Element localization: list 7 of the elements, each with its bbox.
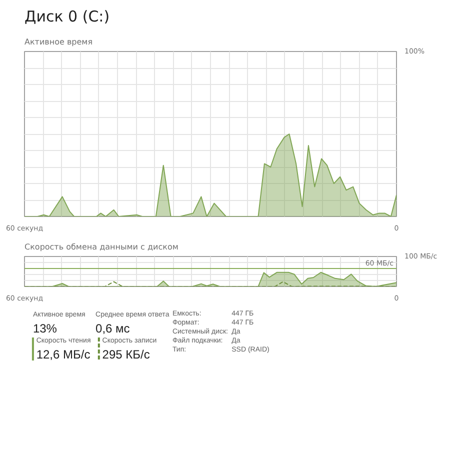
chart-title: Скорость обмена данными с диском xyxy=(24,242,178,252)
text: 0,6 мс xyxy=(96,322,130,336)
text: 12,6 МБ/с xyxy=(36,348,90,362)
text: 295 КБ/с xyxy=(102,348,150,362)
chart-title: Диск 0 (C:) xyxy=(24,8,110,26)
text: 13% xyxy=(32,322,58,336)
chart-subtitle: Активное время xyxy=(24,38,93,46)
